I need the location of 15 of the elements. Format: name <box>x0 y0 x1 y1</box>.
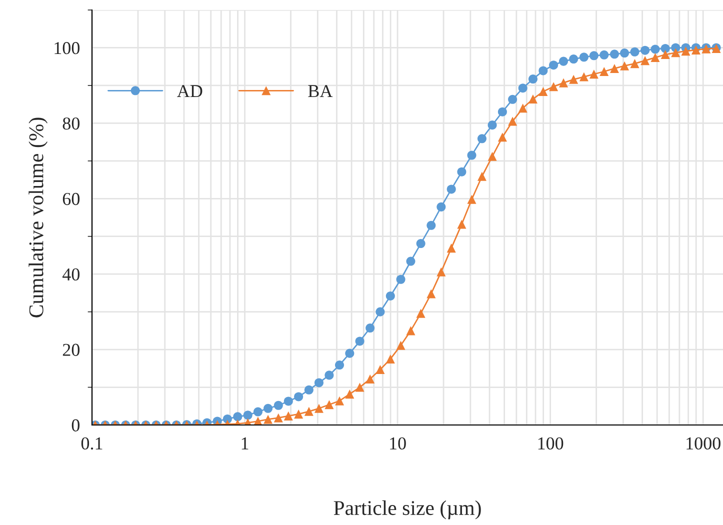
y-tick-label: 80 <box>62 117 80 130</box>
x-tick-label: 1000 <box>686 437 720 450</box>
y-tick-label: 100 <box>54 42 80 54</box>
x-tick-label: 10 <box>390 437 406 450</box>
x-tick-label: 0.1 <box>81 437 102 450</box>
legend-label: AD <box>177 85 202 98</box>
y-tick-label: 20 <box>62 344 80 356</box>
y-tick-label: 60 <box>62 192 80 206</box>
y-axis-title: Cumulative volume (%) <box>28 118 48 318</box>
legend-label: BA <box>308 85 333 98</box>
x-axis-title: Particle size (µm) <box>334 500 481 520</box>
y-tick-label: 0 <box>72 419 80 432</box>
x-tick-label: 1 <box>242 437 248 450</box>
y-tick-label: 40 <box>62 268 80 281</box>
x-tick-label: 100 <box>538 437 564 450</box>
